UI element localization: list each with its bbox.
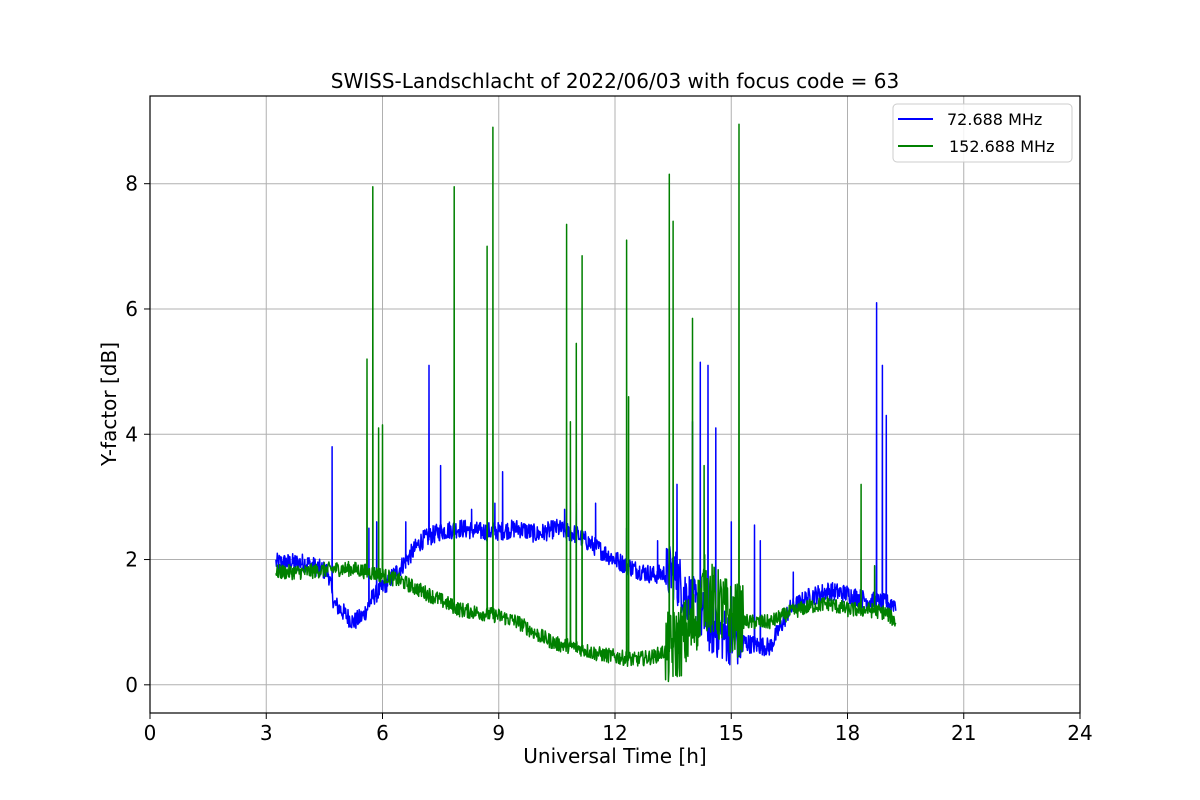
x-tick-label: 3 [260,721,273,745]
x-tick-label: 6 [376,721,389,745]
y-tick-label: 0 [125,673,138,697]
series-layer [275,123,897,683]
chart-title: SWISS-Landschlacht of 2022/06/03 with fo… [331,69,899,93]
series-line-152mhz [275,123,897,683]
y-tick-label: 2 [125,548,138,572]
y-tick-label: 6 [125,297,138,321]
y-tick-label: 8 [125,172,138,196]
x-tick-label: 12 [602,721,627,745]
legend-label-72mhz: 72.688 MHz [947,110,1042,129]
legend: 72.688 MHz 152.688 MHz [892,103,1073,163]
y-tick-label: 4 [125,422,138,446]
x-tick-label: 24 [1067,721,1092,745]
x-tick-label: 15 [719,721,744,745]
x-axis-label: Universal Time [h] [523,744,706,768]
legend-box [892,103,1073,163]
x-tick-label: 0 [144,721,157,745]
x-tick-label: 9 [492,721,505,745]
x-tick-label: 18 [835,721,860,745]
y-axis-label: Y-factor [dB] [97,342,121,467]
legend-label-152mhz: 152.688 MHz [949,137,1054,156]
x-tick-label: 21 [951,721,976,745]
